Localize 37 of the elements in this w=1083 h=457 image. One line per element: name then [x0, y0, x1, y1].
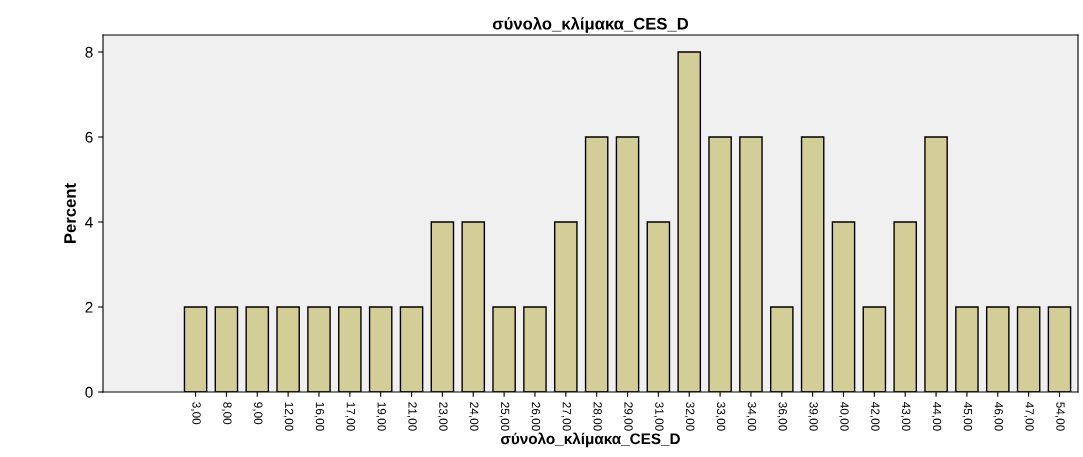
x-tick-label: 43,00	[900, 401, 911, 431]
x-tick-label: 16,00	[314, 402, 325, 431]
y-tick-label: 2	[85, 301, 93, 313]
x-tick-label: 8,00	[221, 402, 232, 425]
x-tick-label: 54,00	[1054, 402, 1065, 431]
x-tick-label: 19,00	[376, 402, 386, 431]
x-tick-label: 12,00	[283, 402, 294, 431]
y-tick-label: 0	[85, 386, 93, 398]
x-tick-label: 39,00	[808, 402, 818, 431]
x-tick-label: 31,00	[653, 402, 664, 431]
x-tick-label: 26,00	[530, 402, 541, 431]
x-tick-label: 17,00	[345, 402, 356, 431]
x-tick-label: 23,00	[437, 402, 448, 431]
x-tick-label: 33,00	[715, 402, 726, 431]
x-tick-label: 44,00	[931, 401, 942, 431]
y-tick-label: 8	[85, 46, 93, 58]
x-tick-label: 29,00	[622, 402, 633, 431]
x-tick-label: 47,00	[1024, 401, 1034, 431]
x-tick-label: 27,00	[561, 402, 572, 431]
x-tick-label: 42,00	[869, 401, 880, 431]
x-tick-label: 34,00	[746, 402, 757, 431]
x-tick-label: 21,00	[406, 402, 417, 431]
x-tick-label: 40,00	[838, 401, 849, 431]
y-axis-title: Percent	[64, 183, 76, 243]
x-tick-label: 36,00	[777, 402, 787, 431]
x-tick-label: 45,00	[962, 401, 973, 431]
x-tick-label: 28,00	[592, 402, 602, 431]
y-tick-label: 6	[85, 131, 93, 143]
x-tick-label: 32,00	[684, 402, 695, 431]
chart-title: σύνολο_κλίμακα_CES_D	[492, 16, 689, 33]
x-tick-label: 9,00	[252, 402, 263, 425]
x-axis-title: σύνολο_κλίμακα_CES_D	[501, 432, 680, 448]
x-tick-label: 46,00	[993, 401, 1003, 431]
x-tick-label: 3,00	[191, 402, 201, 425]
x-tick-label: 24,00	[468, 402, 479, 431]
x-tick-label: 25,00	[499, 402, 510, 431]
y-tick-label: 4	[85, 217, 93, 228]
